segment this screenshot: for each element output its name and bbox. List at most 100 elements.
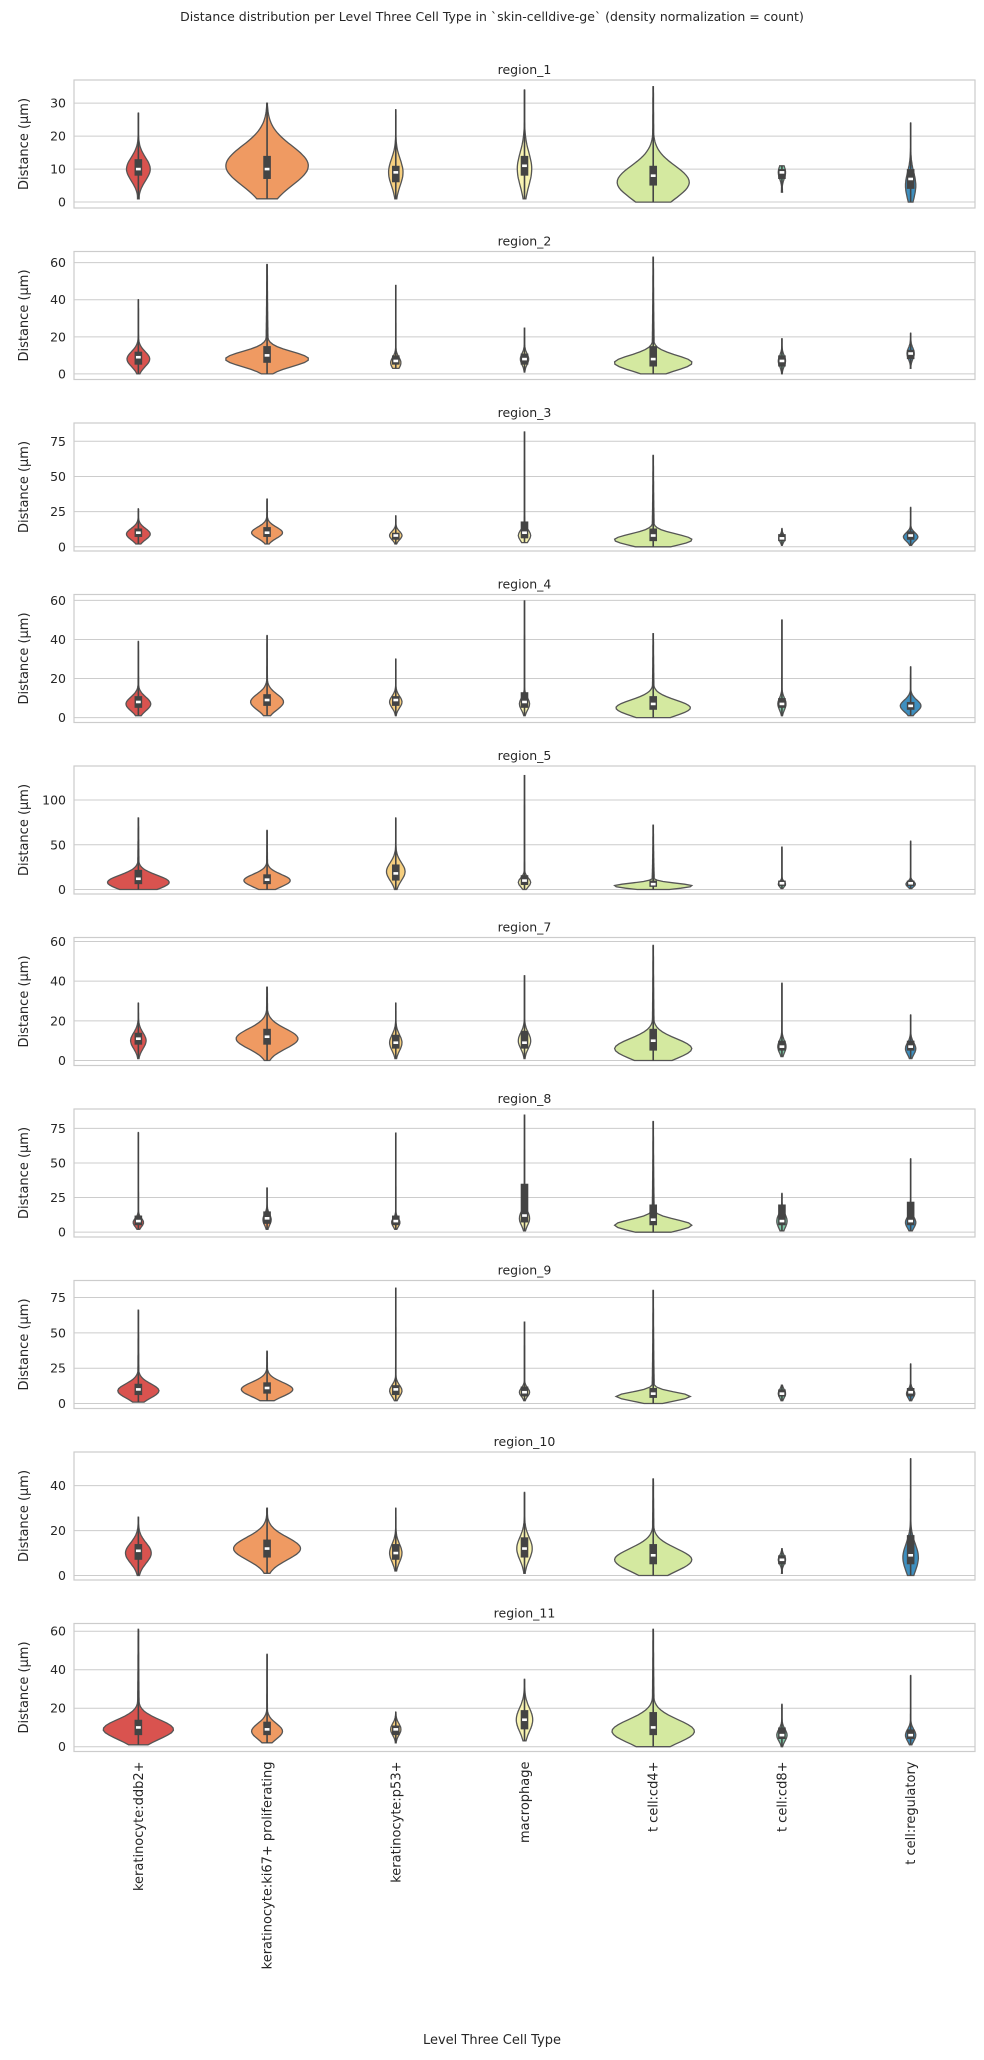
panel-region_2: 0 20 40 60 region_2 Distance (µm) xyxy=(17,234,976,381)
violin-iqr-box xyxy=(134,159,143,176)
y-tick-label: 50 xyxy=(50,1155,66,1170)
violin-median xyxy=(908,1219,914,1223)
x-axis-label: Level Three Cell Type xyxy=(423,2033,561,2048)
panel-frame xyxy=(73,936,976,1067)
y-axis-label: Distance (µm) xyxy=(17,1298,32,1390)
y-tick-label: 40 xyxy=(50,1662,66,1677)
x-tick-label: macrophage xyxy=(518,1762,533,1844)
y-tick-label: 25 xyxy=(50,1361,66,1376)
violin-median xyxy=(779,1733,785,1737)
violin-median xyxy=(650,882,656,886)
panel-frame xyxy=(73,1451,976,1581)
panel-region_9: 0 25 50 75 region_9 Distance (µm) xyxy=(17,1263,976,1411)
y-axis-label: Distance (µm) xyxy=(17,98,32,190)
panel-frame xyxy=(73,79,976,209)
violin-median xyxy=(522,1041,527,1044)
y-axis-label: Distance (µm) xyxy=(17,612,32,704)
y-tick-label: 20 xyxy=(50,1013,66,1028)
violin-median xyxy=(908,177,914,181)
panels: 0 10 20 30 region_1 Distance (µm) 0 20 40 60 regio… xyxy=(17,62,976,1754)
violin-median xyxy=(779,881,785,885)
violin-median xyxy=(779,171,785,174)
y-tick-label: 60 xyxy=(50,255,66,270)
violin-median xyxy=(393,698,399,702)
x-tick-label: keratinocyte:p53+ xyxy=(389,1762,404,1883)
panel-region_3: 0 25 50 75 region_3 Distance (µm) xyxy=(17,405,976,554)
violin-iqr-box xyxy=(263,155,271,179)
violin-median xyxy=(264,698,270,702)
violin-median xyxy=(779,1392,785,1395)
violin-median xyxy=(908,704,914,708)
violin-median xyxy=(264,354,270,357)
panel-title: region_7 xyxy=(498,920,552,935)
y-tick-label: 50 xyxy=(50,1325,66,1340)
y-tick-label: 0 xyxy=(58,539,66,554)
violin-iqr-box xyxy=(520,1030,529,1049)
y-tick-label: 60 xyxy=(50,1624,66,1639)
violin-median xyxy=(650,357,656,361)
violin-median xyxy=(135,167,141,171)
violin-iqr-box xyxy=(649,1712,658,1736)
violin-median xyxy=(135,355,141,359)
figure-title: Distance distribution per Level Three Ce… xyxy=(180,9,804,24)
violin-iqr-box xyxy=(520,521,529,539)
violin-median xyxy=(522,1718,527,1722)
violin-median xyxy=(135,531,141,535)
violin-median xyxy=(264,1035,270,1039)
y-tick-label: 0 xyxy=(58,710,66,725)
y-tick-label: 0 xyxy=(58,195,66,210)
violin-median xyxy=(135,700,141,704)
violin-iqr-box xyxy=(649,346,658,367)
violin-iqr-box xyxy=(906,1535,915,1565)
y-axis-label: Distance (µm) xyxy=(17,1127,32,1219)
y-tick-label: 75 xyxy=(50,1290,66,1305)
violin-median xyxy=(779,1219,785,1223)
violin-iqr-box xyxy=(778,1204,786,1226)
violin-median xyxy=(908,1045,914,1048)
panel-region_5: 0 50 100 region_5 Distance (µm) xyxy=(17,748,976,897)
y-tick-label: 40 xyxy=(50,974,66,989)
panel-title: region_2 xyxy=(498,234,552,249)
x-tick-label: t cell:cd4+ xyxy=(647,1762,662,1833)
violin-median xyxy=(650,1218,656,1222)
violin-median xyxy=(135,877,141,881)
violin-iqr-box xyxy=(778,1727,786,1739)
y-tick-label: 20 xyxy=(50,1701,66,1716)
y-tick-label: 60 xyxy=(50,593,66,608)
violin-median xyxy=(522,531,527,535)
violin-iqr-box xyxy=(778,169,786,179)
violin-median xyxy=(264,1728,270,1731)
violin-median xyxy=(779,537,785,540)
violin-median xyxy=(908,1390,914,1394)
violin-median xyxy=(393,359,399,363)
violin-median xyxy=(135,1219,141,1223)
violin-iqr-box xyxy=(520,1183,529,1223)
panel-frame xyxy=(73,765,976,895)
violin-median xyxy=(779,702,785,706)
violin-median xyxy=(779,1558,785,1562)
panel-title: region_5 xyxy=(498,748,552,763)
panel-region_11: 0 20 40 60 region_11 Distance (µm) xyxy=(17,1606,976,1754)
violin-median xyxy=(393,872,399,875)
violin-median xyxy=(264,1547,270,1550)
violin-median xyxy=(135,1726,141,1729)
panel-region_10: 0 20 40 region_10 Distance (µm) xyxy=(17,1434,976,1583)
y-axis-label: Distance (µm) xyxy=(17,1470,32,1562)
violin-median xyxy=(522,879,527,882)
violin-median xyxy=(393,1041,399,1044)
x-tick-label: t cell:cd8+ xyxy=(775,1762,790,1833)
violin-median xyxy=(908,1733,914,1737)
panel-frame xyxy=(73,593,976,724)
y-tick-label: 0 xyxy=(58,1053,66,1068)
violin-median xyxy=(393,171,399,174)
y-tick-label: 40 xyxy=(50,1478,66,1493)
y-tick-label: 50 xyxy=(50,469,66,484)
panel-frame xyxy=(73,1108,976,1238)
violin-median xyxy=(393,1728,399,1731)
y-tick-label: 20 xyxy=(50,1523,66,1538)
violin-median xyxy=(264,1386,270,1390)
panel-region_8: 0 25 50 75 region_8 Distance (µm) xyxy=(17,1091,976,1240)
violin-median xyxy=(522,164,527,168)
violin-iqr-box xyxy=(906,1201,915,1226)
y-tick-label: 20 xyxy=(50,671,66,686)
